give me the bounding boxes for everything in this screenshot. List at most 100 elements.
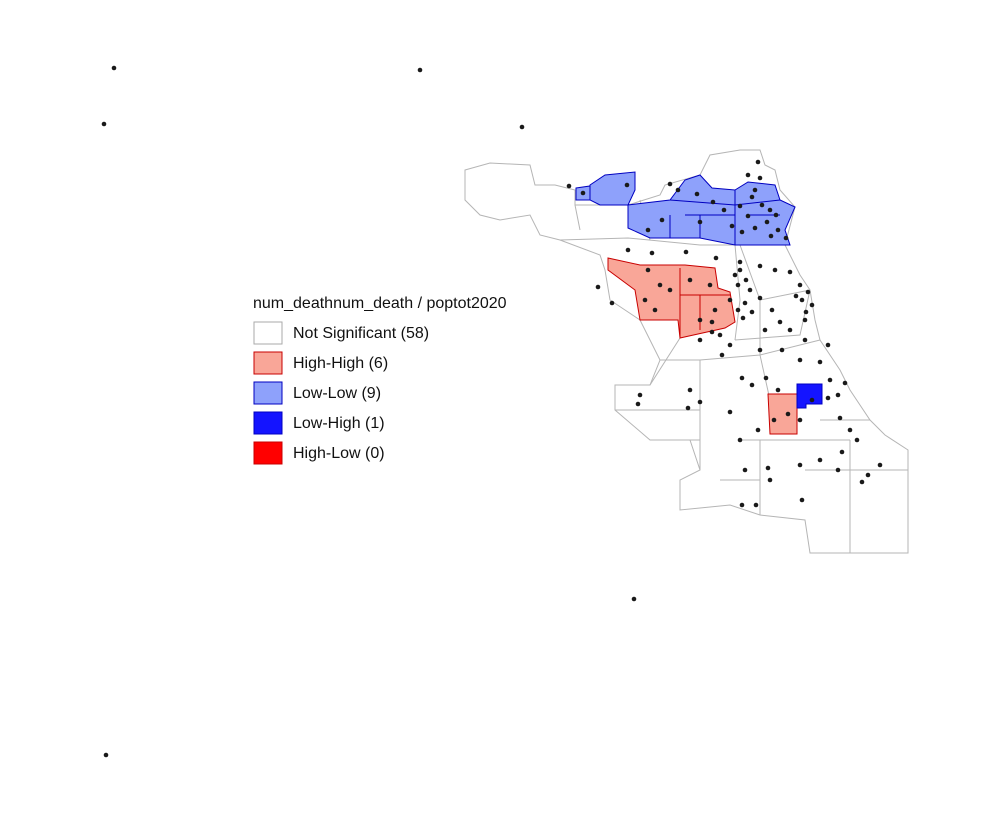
point (707, 282, 713, 288)
point (709, 319, 715, 325)
point (859, 479, 865, 485)
point (759, 202, 765, 208)
point (727, 409, 733, 415)
clusters (575, 171, 823, 435)
low-high-region (796, 383, 823, 409)
point (757, 347, 763, 353)
point (827, 377, 833, 383)
point (769, 307, 775, 313)
low-low-borders (669, 190, 781, 245)
point (745, 172, 751, 178)
point (743, 277, 749, 283)
point (787, 269, 793, 275)
low-low-region (589, 171, 796, 246)
legend-swatch (253, 441, 283, 465)
point (749, 309, 755, 315)
point (799, 297, 805, 303)
point (697, 219, 703, 225)
point (721, 207, 727, 213)
point (749, 194, 755, 200)
point (417, 67, 423, 73)
point (777, 319, 783, 325)
legend-title: num_deathnum_death / poptot2020 (253, 295, 507, 312)
point (797, 357, 803, 363)
point (802, 317, 808, 323)
legend-swatch (253, 321, 283, 345)
point (757, 263, 763, 269)
point (749, 382, 755, 388)
point (667, 287, 673, 293)
legend-label: High-Low (0) (293, 445, 385, 462)
point (735, 307, 741, 313)
point (694, 191, 700, 197)
point (727, 342, 733, 348)
point (787, 327, 793, 333)
point (763, 375, 769, 381)
point (657, 282, 663, 288)
point (783, 235, 789, 241)
point (719, 352, 725, 358)
point (877, 462, 883, 468)
legend-swatch (253, 351, 283, 375)
point (842, 380, 848, 386)
legend-label: Low-Low (9) (293, 385, 381, 402)
point (752, 225, 758, 231)
point (697, 317, 703, 323)
point (797, 282, 803, 288)
point (797, 417, 803, 423)
point (649, 250, 655, 256)
point (835, 392, 841, 398)
points (101, 65, 883, 758)
point (101, 121, 107, 127)
point (637, 392, 643, 398)
point (645, 227, 651, 233)
point (745, 213, 751, 219)
point (727, 297, 733, 303)
legend-label: Low-High (1) (293, 415, 385, 432)
point (737, 267, 743, 273)
point (103, 752, 109, 758)
point (713, 255, 719, 261)
point (687, 277, 693, 283)
point (659, 217, 665, 223)
point (768, 233, 774, 239)
point (742, 300, 748, 306)
point (797, 462, 803, 468)
point (739, 375, 745, 381)
point (762, 327, 768, 333)
point (802, 337, 808, 343)
point (737, 437, 743, 443)
point (717, 332, 723, 338)
point (753, 502, 759, 508)
point (712, 307, 718, 313)
high-high-borders (679, 268, 730, 338)
point (742, 467, 748, 473)
point (740, 315, 746, 321)
point (735, 282, 741, 288)
legend-label: High-High (6) (293, 355, 388, 372)
point (732, 272, 738, 278)
point (755, 159, 761, 165)
point (809, 397, 815, 403)
point (566, 183, 572, 189)
point (739, 229, 745, 235)
point (835, 467, 841, 473)
community-lines (559, 199, 908, 553)
point (775, 387, 781, 393)
point (752, 187, 758, 193)
point (825, 342, 831, 348)
point (729, 223, 735, 229)
point (683, 249, 689, 255)
point (111, 65, 117, 71)
point (775, 227, 781, 233)
point (595, 284, 601, 290)
high-high-region (767, 393, 798, 435)
point (652, 307, 658, 313)
high-high-region (607, 257, 736, 339)
point (793, 293, 799, 299)
point (785, 411, 791, 417)
point (767, 477, 773, 483)
point (773, 212, 779, 218)
point (757, 175, 763, 181)
point (697, 337, 703, 343)
